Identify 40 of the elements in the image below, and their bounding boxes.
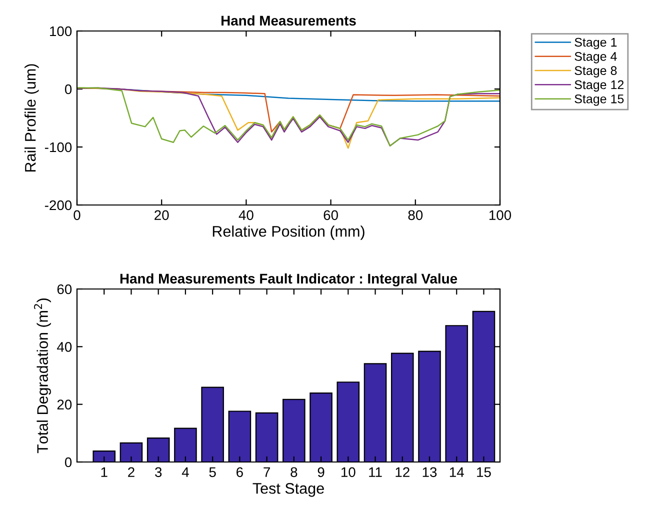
x-tick-label: 6: [236, 467, 243, 478]
legend-label: Stage 4: [574, 52, 617, 64]
y-tick-label: 40: [57, 342, 72, 352]
y-tick-label: 0: [64, 457, 72, 468]
chart-title: Hand Measurements Fault Indicator : Integral Value: [120, 273, 458, 286]
y-tick-label: 0: [64, 84, 72, 94]
x-axis-title: Test Stage: [252, 482, 324, 497]
legend-label: Stage 15: [574, 94, 624, 106]
chart-title: Hand Measurements: [222, 15, 356, 26]
x-tick-label: 5: [209, 467, 216, 478]
x-tick-label: 13: [422, 467, 437, 478]
legend-label: Stage 1: [574, 38, 617, 50]
y-axis-title: Rail Profile (um): [24, 64, 39, 172]
x-tick-label: 10: [341, 467, 356, 478]
x-tick-label: 4: [182, 467, 189, 477]
x-tick-label: 7: [264, 467, 270, 477]
y-tick-label: 60: [57, 284, 72, 294]
x-tick-label: 20: [154, 210, 169, 220]
x-tick-label: 1: [101, 467, 108, 477]
x-tick-label: 3: [155, 467, 162, 478]
x-tick-label: 80: [408, 210, 423, 220]
x-tick-label: 0: [74, 210, 80, 220]
x-tick-label: 11: [369, 467, 382, 477]
x-tick-label: 100: [489, 210, 512, 220]
legend-label: Stage 12: [574, 80, 624, 92]
y-tick-label: -100: [44, 142, 72, 152]
x-tick-label: 15: [477, 467, 491, 478]
x-tick-label: 14: [450, 467, 464, 477]
y-axis-title: Total Degradation (m$^{2}$): [34, 298, 51, 454]
x-axis-title: Relative Position (mm): [212, 226, 364, 240]
x-tick-label: 40: [238, 210, 254, 220]
legend-label: Stage 8: [574, 66, 617, 78]
x-tick-label: 60: [324, 210, 338, 220]
x-tick-label: 2: [128, 467, 134, 477]
y-tick-label: -200: [44, 200, 72, 210]
y-tick-label: 100: [50, 26, 72, 36]
y-tick-label: 20: [57, 400, 72, 410]
x-tick-label: 8: [290, 467, 298, 478]
x-tick-label: 12: [396, 467, 410, 477]
x-tick-label: 9: [318, 467, 324, 478]
